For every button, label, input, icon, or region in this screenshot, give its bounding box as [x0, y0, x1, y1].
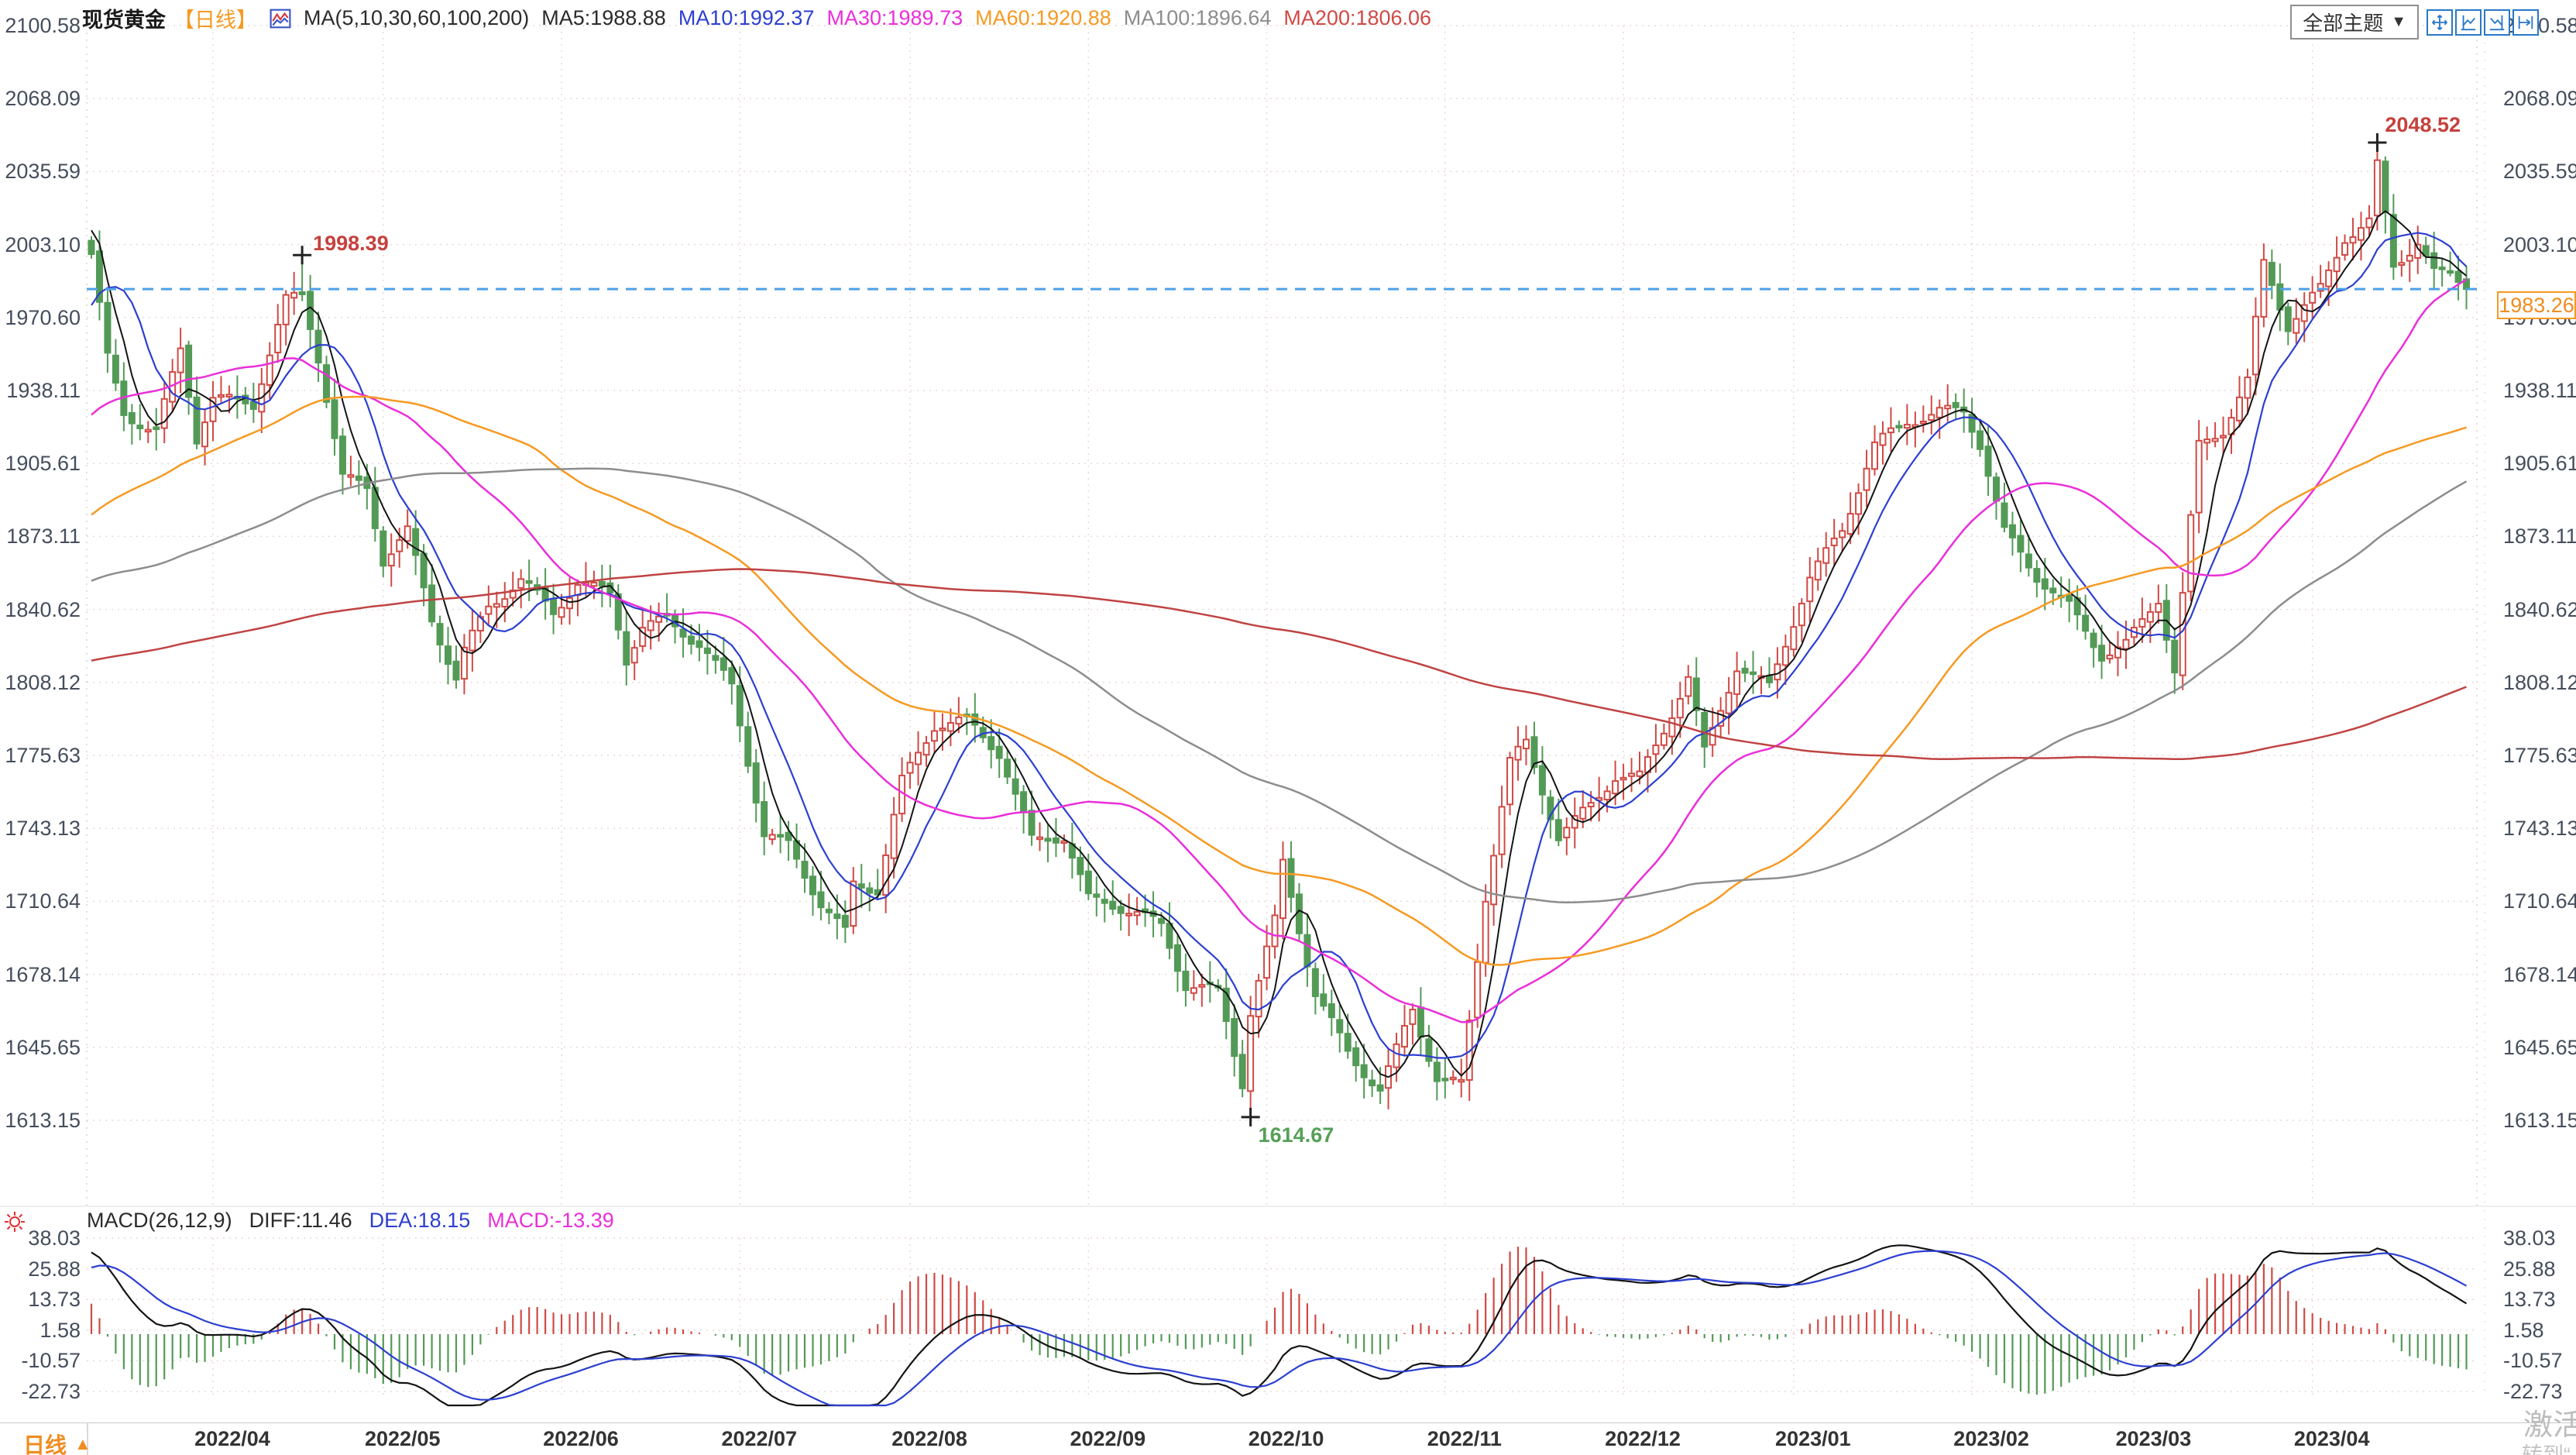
date-label: 2022/12 — [1605, 1427, 1681, 1450]
price-axis-label-left: 1678.14 — [5, 962, 81, 986]
move-crosshair-button[interactable] — [2427, 9, 2453, 36]
move-crosshair-icon — [2432, 14, 2447, 30]
price-axis-label-right: 1775.63 — [2503, 744, 2576, 767]
price-axis-label-left: 2068.09 — [5, 87, 81, 111]
period-tag: 【日线】 — [173, 9, 257, 32]
axis-right-chart-icon — [2489, 15, 2505, 30]
chevron-down-icon: ▼ — [2391, 13, 2406, 30]
period-label: 日线 — [23, 1433, 67, 1455]
chart-type-icon — [270, 8, 291, 29]
price-axis-label-left: 1938.11 — [6, 379, 81, 402]
date-label: 2022/06 — [543, 1427, 619, 1450]
price-axis-label-right: 1645.65 — [2503, 1035, 2576, 1059]
date-label: 2023/01 — [1775, 1427, 1851, 1450]
date-label: 2022/04 — [194, 1427, 270, 1450]
price-axis-label-right: 1710.64 — [2503, 889, 2576, 913]
date-label: 2023/02 — [1953, 1427, 2029, 1450]
time-axis-bar — [0, 1422, 2576, 1455]
high-annotation: 1998.39 — [313, 232, 389, 256]
macd-title: MACD(26,12,9) — [87, 1209, 232, 1232]
price-axis-label-left: 1743.13 — [5, 817, 81, 841]
low-annotation: 1614.67 — [1258, 1123, 1334, 1147]
macd-axis-label-right: -22.73 — [2503, 1380, 2563, 1403]
price-axis-label-right: 1613.15 — [2503, 1109, 2576, 1132]
price-axis-label-right: 1873.11 — [2503, 525, 2576, 549]
last-price-tag: 1983.26 — [2497, 291, 2576, 319]
price-axis-label-left: 1613.15 — [5, 1109, 81, 1132]
price-axis-label-left: 1645.65 — [5, 1035, 81, 1059]
macd-axis-label-right: 13.73 — [2503, 1288, 2556, 1312]
indicator-settings-icon[interactable] — [3, 1210, 26, 1237]
triangle-up-icon: ▲ — [74, 1434, 91, 1453]
price-axis-label-right: 2035.59 — [2503, 160, 2576, 184]
theme-dropdown-label: 全部主题 — [2303, 12, 2384, 35]
macd-axis-label-right: -10.57 — [2503, 1349, 2563, 1373]
pane-expand-right-icon — [2518, 15, 2533, 29]
chart-toolbar: 全部主题 ▼ — [2290, 5, 2539, 40]
date-label: 2022/08 — [891, 1427, 967, 1450]
price-axis-label-left: 1970.60 — [5, 305, 81, 329]
period-selector[interactable]: 日线 ▲ — [23, 1429, 91, 1455]
ma200-value: MA200:1806.06 — [1283, 6, 1432, 29]
dea-value: DEA:18.15 — [369, 1209, 471, 1232]
price-axis-label-left: 2035.59 — [5, 160, 81, 184]
macd-axis-label-right: 25.88 — [2503, 1257, 2556, 1281]
price-axis-label-right: 1808.12 — [2503, 670, 2576, 694]
macd-axis-label-left: -10.57 — [21, 1349, 81, 1373]
price-axis-label-right: 1840.62 — [2503, 597, 2576, 621]
theme-dropdown-button[interactable]: 全部主题 ▼ — [2290, 5, 2419, 40]
ma100-value: MA100:1896.64 — [1123, 6, 1272, 29]
high-annotation: 2048.52 — [2385, 112, 2461, 136]
chart-header: 现货黄金 【日线】 MA(5,10,30,60,100,200) MA5:198… — [82, 3, 1431, 33]
ma5-value: MA5:1988.88 — [541, 6, 666, 29]
date-label: 2022/11 — [1427, 1427, 1502, 1450]
price-axis-label-left: 1808.12 — [5, 670, 81, 694]
ma10-value: MA10:1992.37 — [678, 6, 815, 29]
price-axis-label-left: 2003.10 — [5, 232, 81, 256]
price-axis-label-right: 1743.13 — [2503, 817, 2576, 841]
diff-value: DIFF:11.46 — [249, 1209, 352, 1232]
ma-group-label: MA(5,10,30,60,100,200) — [304, 6, 530, 29]
macd-axis-label-left: 25.88 — [28, 1257, 81, 1281]
price-axis-label-right: 2003.10 — [2503, 232, 2576, 256]
price-axis-label-left: 1840.62 — [5, 597, 81, 621]
price-axis-label-left: 1775.63 — [5, 744, 81, 767]
axis-left-chart-icon — [2461, 15, 2476, 30]
macd-axis-label-left: 13.73 — [28, 1288, 81, 1312]
macd-axis-label-left: -22.73 — [21, 1380, 81, 1403]
macd-axis-label-left: 1.58 — [39, 1318, 81, 1342]
price-axis-label-right: 1678.14 — [2503, 962, 2576, 986]
activate-watermark-line2: 转到“ — [2522, 1443, 2571, 1455]
axis-left-chart-button[interactable] — [2455, 9, 2482, 36]
macd-axis-label-right: 38.03 — [2503, 1226, 2556, 1250]
macd-axis-label-left: 38.03 — [28, 1226, 81, 1250]
date-label: 2022/05 — [364, 1427, 441, 1450]
date-label: 2023/03 — [2115, 1427, 2192, 1450]
ma60-value: MA60:1920.88 — [975, 6, 1111, 29]
price-axis-label-right: 2068.09 — [2503, 87, 2576, 111]
bottombar-divider — [87, 1423, 88, 1455]
macd-header: MACD(26,12,9) DIFF:11.46 DEA:18.15 MACD:… — [87, 1209, 614, 1233]
symbol-name: 现货黄金 — [82, 9, 166, 32]
macd-value: MACD:-13.39 — [487, 1209, 614, 1232]
price-axis-label-left: 2100.58 — [5, 14, 81, 37]
activate-watermark-line1: 激活 — [2523, 1409, 2576, 1442]
pane-expand-right-button[interactable] — [2512, 9, 2539, 36]
price-axis-label-left: 1905.61 — [5, 452, 81, 476]
price-axis-label-left: 1710.64 — [5, 889, 81, 913]
date-label: 2022/09 — [1070, 1427, 1146, 1450]
date-label: 2022/07 — [721, 1427, 798, 1450]
price-axis-label-right: 1905.61 — [2503, 452, 2576, 476]
axis-right-chart-button[interactable] — [2484, 9, 2510, 36]
ma30-value: MA30:1989.73 — [826, 6, 963, 29]
price-axis-label-left: 1873.11 — [6, 525, 81, 549]
price-axis-label-right: 1938.11 — [2503, 379, 2576, 402]
date-label: 2023/04 — [2293, 1427, 2370, 1450]
macd-axis-label-right: 1.58 — [2503, 1318, 2544, 1342]
date-label: 2022/10 — [1248, 1427, 1324, 1450]
